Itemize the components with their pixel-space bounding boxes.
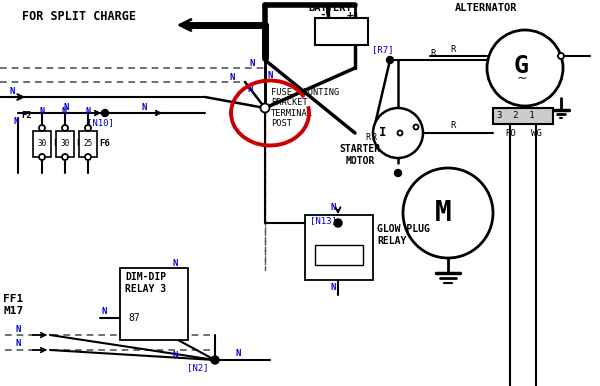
- Text: N: N: [102, 308, 107, 317]
- Text: N: N: [15, 325, 20, 334]
- Text: N: N: [248, 86, 253, 95]
- Text: N: N: [142, 103, 148, 112]
- Circle shape: [403, 168, 493, 258]
- Circle shape: [398, 130, 403, 135]
- Circle shape: [487, 30, 563, 106]
- Text: N: N: [250, 59, 256, 68]
- Text: BATTERY: BATTERY: [308, 3, 352, 13]
- Bar: [315, 245, 363, 265]
- Text: [R7]: [R7]: [372, 46, 394, 54]
- Circle shape: [373, 108, 423, 158]
- Circle shape: [39, 125, 45, 131]
- Text: R: R: [365, 134, 370, 142]
- Bar: [493, 108, 553, 124]
- Text: +: +: [347, 10, 353, 20]
- Bar: [56, 131, 74, 157]
- Text: 87: 87: [128, 313, 140, 323]
- Text: GLOW PLUG
RELAY: GLOW PLUG RELAY: [377, 224, 430, 246]
- Text: M: M: [434, 199, 451, 227]
- Bar: [120, 268, 188, 340]
- Text: N: N: [172, 259, 178, 267]
- Text: R: R: [450, 122, 455, 130]
- Text: R: R: [450, 46, 455, 54]
- Circle shape: [101, 110, 109, 117]
- Text: R: R: [371, 134, 376, 142]
- Text: N: N: [62, 107, 67, 115]
- Circle shape: [62, 125, 68, 131]
- Text: 30: 30: [61, 139, 70, 149]
- Text: 3  2  1: 3 2 1: [497, 112, 535, 120]
- Bar: [79, 131, 97, 157]
- Text: FF1
M17: FF1 M17: [3, 294, 23, 316]
- Text: WG: WG: [531, 129, 542, 137]
- Text: F5: F5: [76, 139, 87, 149]
- Text: ALTERNATOR: ALTERNATOR: [455, 3, 517, 13]
- Circle shape: [260, 103, 269, 112]
- Text: N: N: [64, 103, 70, 112]
- Text: [N2]: [N2]: [187, 364, 209, 372]
- Circle shape: [413, 125, 419, 129]
- Text: [N13]: [N13]: [310, 217, 337, 225]
- Text: 25: 25: [83, 139, 92, 149]
- Text: G: G: [514, 54, 529, 78]
- Text: STARTER
MOTOR: STARTER MOTOR: [340, 144, 380, 166]
- Text: N: N: [14, 117, 19, 125]
- Text: N: N: [235, 349, 241, 359]
- Text: N: N: [331, 203, 335, 212]
- Text: F4: F4: [53, 139, 64, 149]
- Bar: [33, 131, 51, 157]
- Circle shape: [334, 219, 342, 227]
- Text: [N10]: [N10]: [87, 119, 114, 127]
- Text: FOR SPLIT CHARGE: FOR SPLIT CHARGE: [22, 10, 136, 22]
- Text: 30: 30: [37, 139, 47, 149]
- Text: DIM-DIP
RELAY 3: DIM-DIP RELAY 3: [125, 272, 166, 294]
- Circle shape: [39, 154, 45, 160]
- Text: N: N: [172, 350, 178, 359]
- Text: N: N: [85, 107, 90, 115]
- Text: F2: F2: [21, 110, 32, 120]
- Circle shape: [211, 356, 219, 364]
- Text: N: N: [267, 71, 272, 80]
- Circle shape: [395, 169, 401, 176]
- Text: FUSE MOUNTING
BRACKET
TERMINAL
POST: FUSE MOUNTING BRACKET TERMINAL POST: [271, 88, 339, 128]
- Bar: [305, 215, 373, 280]
- Circle shape: [558, 53, 564, 59]
- Text: F6: F6: [99, 139, 110, 149]
- Text: RO: RO: [505, 129, 516, 137]
- Circle shape: [85, 125, 91, 131]
- Circle shape: [62, 154, 68, 160]
- Text: N: N: [230, 73, 235, 81]
- Circle shape: [85, 154, 91, 160]
- Text: ~: ~: [517, 71, 527, 85]
- Text: N: N: [39, 107, 44, 115]
- Text: 30: 30: [334, 251, 344, 259]
- Text: R: R: [430, 49, 436, 58]
- Text: N: N: [15, 340, 20, 349]
- Text: -: -: [320, 10, 326, 20]
- Text: I: I: [379, 127, 387, 139]
- Bar: [315, 18, 368, 45]
- Text: N: N: [10, 88, 16, 96]
- Text: N: N: [331, 283, 335, 293]
- Circle shape: [386, 56, 394, 64]
